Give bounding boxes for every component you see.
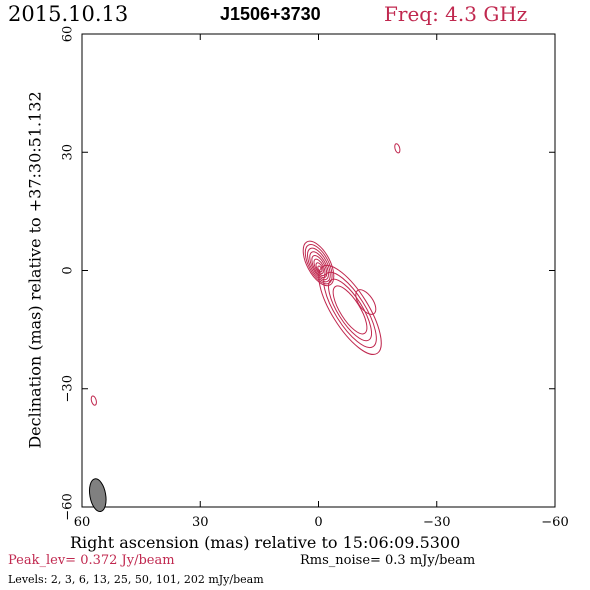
knot-contour	[394, 143, 401, 154]
x-tick-label: −30	[423, 515, 450, 530]
source-name: J1506+3730	[220, 4, 321, 24]
peak-level-label: Peak_lev= 0.372 Jy/beam	[8, 553, 175, 568]
y-tick-label: −60	[61, 493, 76, 520]
y-tick-label: −30	[61, 375, 76, 402]
frequency-label: Freq: 4.3 GHz	[384, 2, 528, 26]
core-contour	[315, 262, 324, 275]
x-tick-label: 60	[74, 515, 91, 530]
x-tick-label: 30	[192, 515, 209, 530]
core-contour	[317, 265, 323, 273]
jet-contour	[332, 285, 368, 335]
jet-contour	[323, 271, 377, 349]
jet-lobe-contour	[355, 289, 377, 315]
y-tick-label: 30	[61, 144, 76, 161]
x-tick-label: −60	[541, 515, 568, 530]
core-contour	[311, 254, 328, 279]
core-contour	[309, 251, 329, 281]
rms-noise-label: Rms_noise= 0.3 mJy/beam	[300, 553, 476, 568]
core-contour	[307, 247, 331, 283]
jet-contour	[318, 264, 382, 355]
x-tick-label: 0	[314, 515, 322, 530]
contour-levels-label: Levels: 2, 3, 6, 13, 25, 50, 101, 202 mJ…	[8, 573, 264, 586]
core-contour	[302, 240, 335, 287]
x-axis-label: Right ascension (mas) relative to 15:06:…	[70, 533, 461, 552]
core-contour	[304, 244, 333, 285]
y-tick-label: 60	[61, 26, 76, 43]
core-contour	[313, 258, 326, 277]
knot-contour	[90, 395, 97, 406]
y-tick-label: 0	[61, 266, 76, 274]
epoch-label: 2015.10.13	[8, 2, 129, 26]
beam-ellipse	[88, 478, 107, 513]
